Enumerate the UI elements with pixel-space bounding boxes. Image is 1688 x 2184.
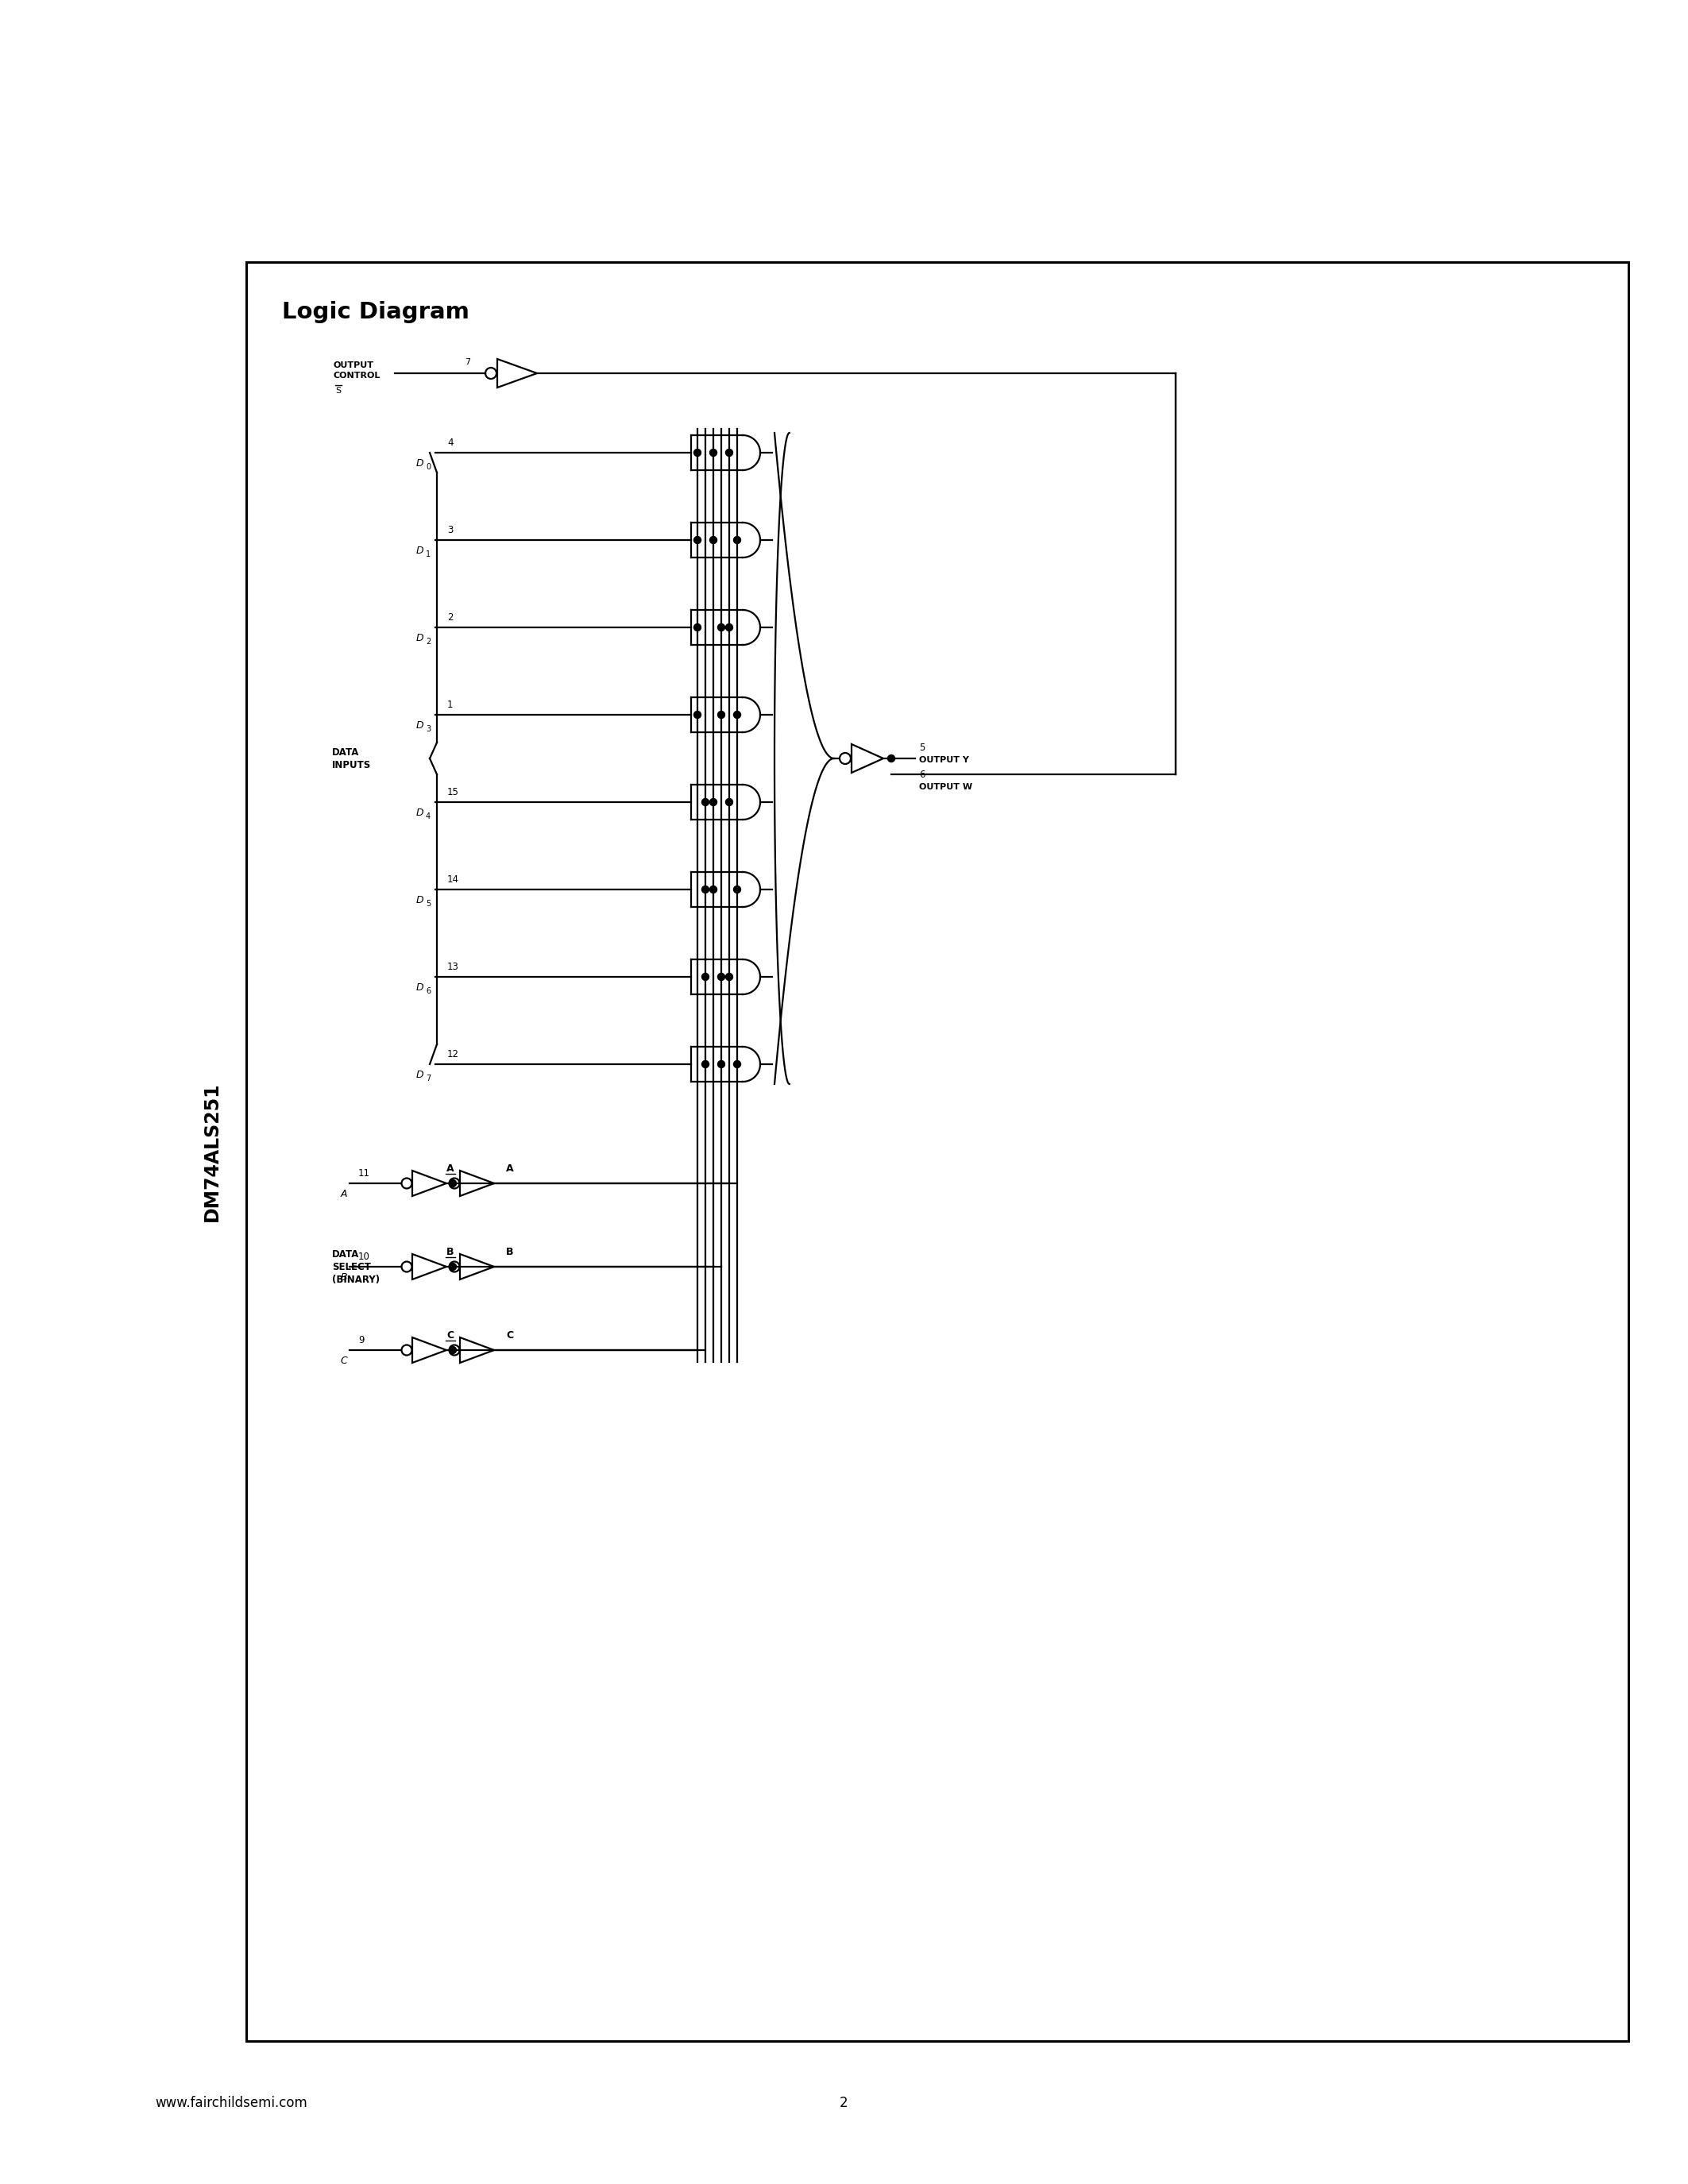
Text: 9: 9: [358, 1334, 365, 1345]
Text: OUTPUT: OUTPUT: [334, 360, 375, 369]
Text: B: B: [447, 1247, 454, 1256]
Circle shape: [702, 1061, 709, 1068]
Text: 13: 13: [447, 961, 459, 972]
Text: 1: 1: [447, 699, 452, 710]
Text: S: S: [336, 387, 341, 395]
Circle shape: [717, 1061, 724, 1068]
Circle shape: [694, 712, 701, 719]
Circle shape: [694, 537, 701, 544]
Text: 12: 12: [447, 1048, 459, 1059]
Circle shape: [702, 887, 709, 893]
Circle shape: [726, 974, 733, 981]
Circle shape: [709, 887, 717, 893]
Text: 14: 14: [447, 874, 459, 885]
Circle shape: [449, 1348, 456, 1354]
Text: DATA
SELECT
(BINARY): DATA SELECT (BINARY): [333, 1249, 380, 1284]
Circle shape: [709, 450, 717, 456]
Text: 4: 4: [447, 437, 452, 448]
Circle shape: [449, 1262, 456, 1271]
Text: C: C: [506, 1330, 513, 1341]
Text: 15: 15: [447, 786, 459, 797]
Text: D: D: [415, 721, 424, 729]
Text: Logic Diagram: Logic Diagram: [282, 301, 469, 323]
Text: D: D: [415, 459, 424, 467]
Circle shape: [888, 756, 895, 762]
Text: 7: 7: [466, 358, 471, 367]
Text: C: C: [447, 1330, 454, 1341]
Text: B: B: [341, 1271, 348, 1282]
Text: D: D: [415, 633, 424, 642]
Text: 0: 0: [425, 463, 430, 472]
Text: 5: 5: [425, 900, 430, 909]
Text: B: B: [506, 1247, 513, 1256]
Text: D: D: [415, 895, 424, 904]
Circle shape: [717, 712, 724, 719]
Circle shape: [734, 537, 741, 544]
Text: A: A: [341, 1188, 348, 1199]
Text: C: C: [341, 1356, 348, 1365]
Text: 11: 11: [358, 1168, 370, 1177]
Circle shape: [694, 450, 701, 456]
Text: OUTPUT W: OUTPUT W: [918, 784, 972, 791]
Text: 1: 1: [425, 550, 430, 559]
Text: 6: 6: [425, 987, 430, 996]
Circle shape: [449, 1179, 456, 1186]
Text: A: A: [506, 1164, 513, 1173]
Text: 2: 2: [447, 612, 452, 622]
Circle shape: [734, 887, 741, 893]
Circle shape: [702, 799, 709, 806]
Text: OUTPUT Y: OUTPUT Y: [918, 756, 969, 764]
Text: D: D: [415, 1070, 424, 1079]
Circle shape: [709, 537, 717, 544]
Text: CONTROL: CONTROL: [334, 371, 381, 380]
Circle shape: [726, 450, 733, 456]
Circle shape: [717, 974, 724, 981]
Text: D: D: [415, 808, 424, 817]
Text: DATA
INPUTS: DATA INPUTS: [333, 747, 371, 771]
Text: www.fairchildsemi.com: www.fairchildsemi.com: [155, 2097, 307, 2110]
Text: 5: 5: [918, 743, 925, 753]
Text: D: D: [415, 983, 424, 992]
Text: 2: 2: [425, 638, 430, 646]
Bar: [246, 262, 1629, 2042]
Text: 3: 3: [447, 524, 452, 535]
Circle shape: [694, 625, 701, 631]
Text: 6: 6: [918, 769, 925, 780]
Circle shape: [726, 625, 733, 631]
Text: DM74ALS251: DM74ALS251: [203, 1081, 221, 1221]
Circle shape: [702, 974, 709, 981]
Text: 10: 10: [358, 1251, 370, 1262]
Circle shape: [734, 712, 741, 719]
Circle shape: [717, 625, 724, 631]
Text: A: A: [447, 1164, 454, 1173]
Circle shape: [726, 799, 733, 806]
Text: 7: 7: [425, 1075, 430, 1083]
Circle shape: [734, 1061, 741, 1068]
Text: D: D: [415, 546, 424, 555]
Circle shape: [709, 799, 717, 806]
Text: 2: 2: [839, 2097, 847, 2110]
Text: 3: 3: [425, 725, 430, 734]
Text: 4: 4: [425, 812, 430, 821]
